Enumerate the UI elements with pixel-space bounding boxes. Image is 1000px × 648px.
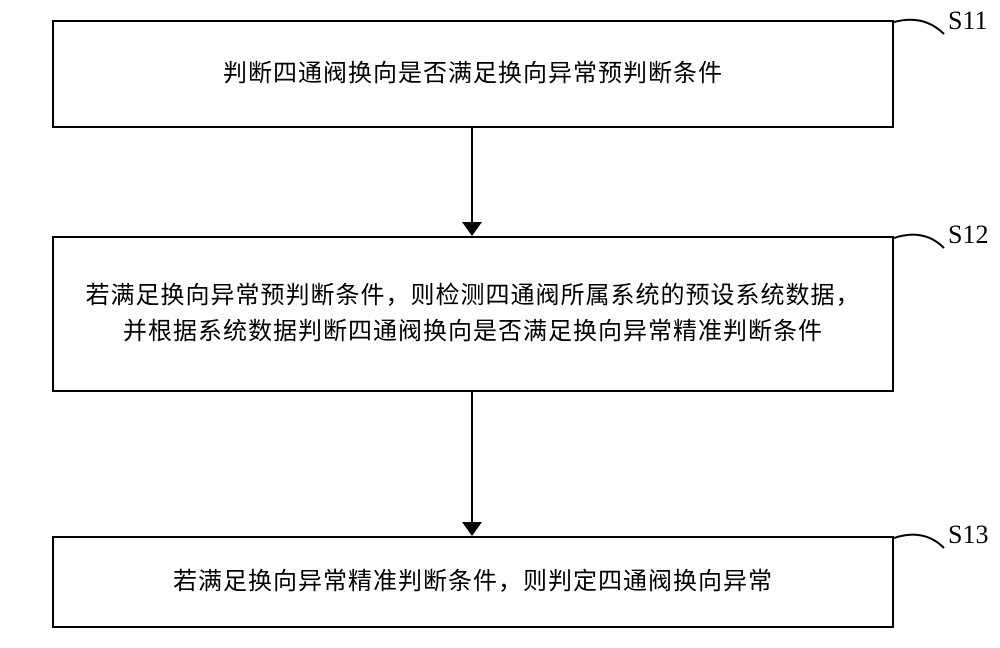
step-s13-text: 若满足换向异常精准判断条件，则判定四通阀换向异常 [54,564,892,600]
step-s11-box: 判断四通阀换向是否满足换向异常预判断条件 [52,20,894,128]
step-s13-box: 若满足换向异常精准判断条件，则判定四通阀换向异常 [52,536,894,628]
arrow-s12-s13-head [462,522,482,536]
step-s11-text: 判断四通阀换向是否满足换向异常预判断条件 [54,56,892,92]
step-s12-box: 若满足换向异常预判断条件，则检测四通阀所属系统的预设系统数据，并根据系统数据判断… [52,236,894,392]
flowchart-canvas: 判断四通阀换向是否满足换向异常预判断条件 S11 若满足换向异常预判断条件，则检… [0,0,1000,648]
arrow-s11-s12-line [471,128,473,224]
step-s11-connector-curve [894,12,950,42]
step-s12-label: S12 [948,220,988,250]
step-s11-label: S11 [948,6,988,36]
step-s13-label: S13 [948,520,988,550]
arrow-s11-s12-head [462,222,482,236]
step-s12-connector-curve [894,226,950,256]
arrow-s12-s13-line [471,392,473,524]
step-s12-text: 若满足换向异常预判断条件，则检测四通阀所属系统的预设系统数据，并根据系统数据判断… [54,278,892,350]
step-s13-connector-curve [894,526,950,556]
